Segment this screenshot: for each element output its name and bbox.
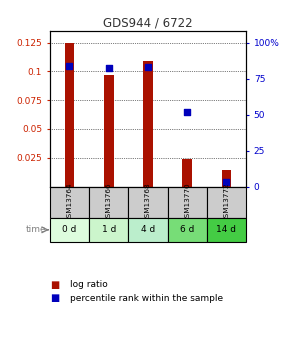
Text: 1 d: 1 d: [101, 225, 116, 234]
Bar: [89, 218, 128, 241]
Text: 14 d: 14 d: [217, 225, 236, 234]
Text: GSM13768: GSM13768: [145, 183, 151, 222]
Text: GSM13766: GSM13766: [106, 183, 112, 222]
Text: GSM13764: GSM13764: [67, 183, 72, 222]
Point: [224, 179, 229, 185]
Text: 0 d: 0 d: [62, 225, 77, 234]
Point: [146, 64, 150, 70]
Bar: [143, 61, 153, 187]
Text: 6 d: 6 d: [180, 225, 195, 234]
Text: ■: ■: [50, 294, 59, 303]
Text: GSM13770: GSM13770: [184, 183, 190, 222]
Bar: [128, 187, 168, 218]
Bar: [222, 170, 231, 187]
Text: log ratio: log ratio: [70, 280, 108, 289]
Point: [185, 109, 190, 115]
Text: ■: ■: [50, 280, 59, 289]
Text: GSM13772: GSM13772: [224, 183, 229, 222]
Text: percentile rank within the sample: percentile rank within the sample: [70, 294, 224, 303]
Bar: [128, 218, 168, 241]
Bar: [89, 187, 128, 218]
Title: GDS944 / 6722: GDS944 / 6722: [103, 17, 193, 30]
Text: time: time: [25, 225, 46, 234]
Bar: [168, 218, 207, 241]
Bar: [50, 218, 89, 241]
Bar: [207, 187, 246, 218]
Bar: [182, 159, 192, 187]
Point: [106, 66, 111, 71]
Bar: [64, 42, 74, 187]
Bar: [168, 187, 207, 218]
Bar: [207, 218, 246, 241]
Point: [67, 63, 72, 68]
Bar: [50, 187, 89, 218]
Bar: [104, 75, 114, 187]
Text: 4 d: 4 d: [141, 225, 155, 234]
